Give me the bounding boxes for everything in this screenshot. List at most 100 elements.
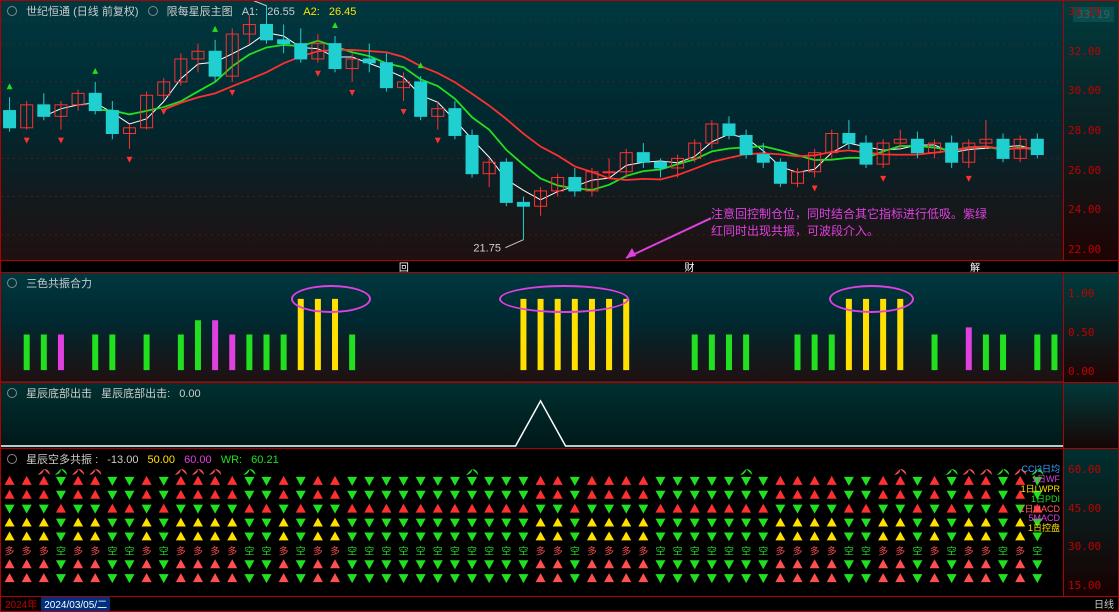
sep-2: 财 [547,259,833,274]
ind2-sublabel: 星辰底部出击: [101,388,170,400]
indicator-3-pane[interactable]: 星辰空多共振 : -13.00 50.00 60.00 WR: 60.21 多多… [1,449,1118,597]
year-label: 2024年 [5,596,37,611]
svg-text:多: 多 [330,544,340,557]
svg-text:多: 多 [981,544,991,557]
svg-text:空: 空 [724,544,734,557]
ind1-title: 三色共振合力 [7,275,98,291]
svg-text:多: 多 [604,544,614,557]
svg-text:空: 空 [1032,544,1042,557]
svg-text:多: 多 [621,544,631,557]
svg-text:多: 多 [22,544,32,557]
svg-text:空: 空 [56,544,66,557]
ind3-title: 星辰空多共振 : -13.00 50.00 60.00 WR: 60.21 [7,451,285,467]
sep-1: 回 [261,259,547,274]
ind3-v1: -13.00 [107,454,138,466]
svg-text:空: 空 [450,544,460,557]
a1-value: 26.55 [267,6,295,18]
svg-text:多: 多 [793,544,803,557]
ind3-v3: 60.00 [184,454,212,466]
svg-text:多: 多 [536,544,546,557]
svg-text:空: 空 [296,544,306,557]
time-axis-bar[interactable]: 2024年 2024/03/05/二 日线 [1,597,1118,609]
svg-text:多: 多 [964,544,974,557]
svg-text:多: 多 [73,544,83,557]
svg-text:空: 空 [107,544,117,557]
ind2-plot[interactable] [1,397,1063,448]
svg-text:多: 多 [90,544,100,557]
svg-text:空: 空 [416,544,426,557]
ind2-name: 星辰底部出击 [26,388,92,400]
svg-text:空: 空 [501,544,511,557]
svg-text:空: 空 [655,544,665,557]
svg-text:空: 空 [741,544,751,557]
main-yaxis: 33.1932.0030.0028.0026.0024.0022.00 [1063,1,1118,260]
svg-text:空: 空 [758,544,768,557]
period-label: 日线 [1094,596,1114,611]
svg-text:多: 多 [895,544,905,557]
svg-text:空: 空 [844,544,854,557]
ind3-plot[interactable]: 多多多空多多空空多空多多多多空空多空多多空空空空空空空空空空空多多空多多多多空空… [1,463,1063,596]
current-date: 2024/03/05/二 [41,596,110,611]
main-title: 世纪恒通 (日线 前复权) 限每星辰主图 A1: 26.55 A2: 26.45 [7,3,362,19]
svg-text:多: 多 [210,544,220,557]
indicator-2-pane[interactable]: 星辰底部出击 星辰底部出击: 0.00 [1,383,1118,449]
svg-text:空: 空 [690,544,700,557]
wr-value: 60.21 [251,454,279,466]
toggle-icon[interactable] [7,388,17,398]
svg-text:多: 多 [313,544,323,557]
svg-text:多: 多 [39,544,49,557]
main-candle-pane[interactable]: 世纪恒通 (日线 前复权) 限每星辰主图 A1: 26.55 A2: 26.45… [1,1,1118,261]
svg-text:空: 空 [861,544,871,557]
svg-text:空: 空 [124,544,134,557]
toggle-icon[interactable] [7,454,17,464]
svg-text:空: 空 [998,544,1008,557]
svg-text:空: 空 [947,544,957,557]
svg-text:多: 多 [930,544,940,557]
svg-text:多: 多 [227,544,237,557]
svg-text:空: 空 [912,544,922,557]
svg-text:多: 多 [279,544,289,557]
ind3-yaxis: 60.0045.0030.0015.00 [1063,449,1118,596]
svg-text:空: 空 [467,544,477,557]
sep-3: 解 [832,259,1118,274]
ind2-value: 0.00 [179,388,200,400]
stock-name: 世纪恒通 (日线 前复权) [26,6,138,18]
svg-text:多: 多 [5,544,15,557]
svg-text:空: 空 [518,544,528,557]
indicator-1-pane[interactable]: 三色共振合力 1.000.500.00 [1,273,1118,383]
svg-text:空: 空 [433,544,443,557]
toggle-icon[interactable] [7,6,17,16]
toggle-icon[interactable] [7,278,17,288]
ind3-v2: 50.00 [148,454,176,466]
svg-text:多: 多 [878,544,888,557]
stock-chart-app: 世纪恒通 (日线 前复权) 限每星辰主图 A1: 26.55 A2: 26.45… [0,0,1119,612]
sep-bar: 回 财 解 [1,261,1118,273]
svg-text:空: 空 [262,544,272,557]
svg-text:多: 多 [193,544,203,557]
ind2-yaxis [1063,383,1118,448]
annotation-text: 注意回控制仓位，同时结合其它指标进行低吸。紫绿红同时出现共振，可波段介入。 [711,206,991,240]
svg-text:空: 空 [673,544,683,557]
wr-label: WR: [221,454,242,466]
a2-value: 26.45 [329,6,357,18]
svg-text:空: 空 [364,544,374,557]
a1-label: A1: [242,6,259,18]
svg-text:空: 空 [244,544,254,557]
a2-label: A2: [303,6,320,18]
ind3-prefix: 星辰空多共振 : [26,454,98,466]
ind1-name: 三色共振合力 [26,278,92,290]
svg-text:空: 空 [570,544,580,557]
ind2-title: 星辰底部出击 星辰底部出击: 0.00 [7,385,207,401]
indicator-name: 限每星辰主图 [167,6,233,18]
svg-text:空: 空 [707,544,717,557]
ind1-plot[interactable] [1,287,1063,382]
svg-text:21.75: 21.75 [473,243,501,255]
toggle-icon-2[interactable] [148,6,158,16]
svg-text:多: 多 [553,544,563,557]
svg-text:多: 多 [827,544,837,557]
ind3-right-labels: CCI3日均1日WF1日LWPR1日PDI1日MACD5MACD1日控盘 [1019,465,1060,534]
svg-text:多: 多 [587,544,597,557]
svg-text:多: 多 [176,544,186,557]
svg-text:空: 空 [399,544,409,557]
svg-text:空: 空 [381,544,391,557]
